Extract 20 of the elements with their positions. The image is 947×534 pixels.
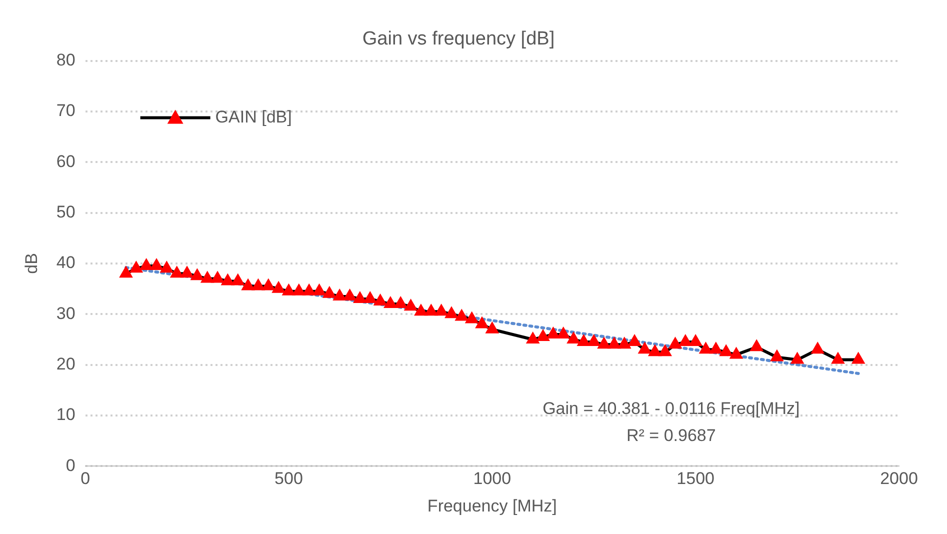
y-tick-label: 40 bbox=[56, 253, 76, 272]
x-tick-label: 2000 bbox=[880, 469, 918, 488]
x-tick-label: 0 bbox=[80, 469, 90, 488]
y-tick-label: 80 bbox=[56, 50, 76, 70]
annotation: Gain = 40.381 - 0.0116 Freq[MHz] bbox=[542, 398, 800, 418]
x-tick-label: 1000 bbox=[473, 469, 512, 488]
y-tick-label: 0 bbox=[66, 456, 76, 475]
y-tick-label: 70 bbox=[56, 101, 76, 120]
y-tick-label: 50 bbox=[56, 202, 76, 222]
y-tick-label: 10 bbox=[56, 405, 76, 424]
x-tick-label: 500 bbox=[274, 469, 303, 488]
y-tick-label: 60 bbox=[56, 152, 76, 171]
y-tick-label: 20 bbox=[56, 354, 76, 374]
annotation: R² = 0.9687 bbox=[626, 426, 716, 445]
y-tick-label: 30 bbox=[56, 304, 76, 323]
chart-title: Gain vs frequency [dB] bbox=[362, 28, 555, 50]
legend-label: GAIN [dB] bbox=[215, 107, 292, 126]
x-tick-label: 1500 bbox=[676, 469, 714, 488]
x-axis-title: Frequency [MHz] bbox=[427, 496, 557, 516]
y-axis-title: dB bbox=[22, 253, 41, 274]
